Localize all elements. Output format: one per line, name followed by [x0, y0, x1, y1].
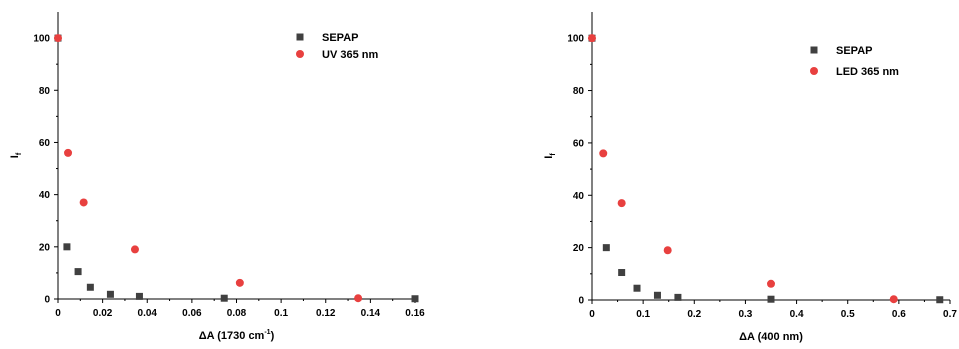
legend-marker-circle — [810, 67, 818, 75]
y-tick-label: 80 — [573, 86, 585, 97]
y-tick-label: 40 — [39, 190, 51, 201]
legend-marker-square — [810, 46, 818, 54]
y-axis-label: If — [543, 153, 557, 159]
legend: SEPAP LED 365 nm — [810, 45, 899, 78]
data-point-square — [633, 284, 641, 292]
y-tick-label: 60 — [573, 138, 585, 149]
x-tick-label: 0.14 — [361, 308, 381, 319]
x-tick-label: 0.2 — [687, 309, 701, 320]
legend-label: LED 365 nm — [836, 66, 899, 78]
data-point-circle — [588, 34, 596, 43]
y-axis-label-main: I — [9, 155, 21, 158]
legend: SEPAP UV 365 nm — [296, 32, 378, 61]
data-point-circle — [663, 246, 672, 255]
data-point-square — [602, 244, 610, 252]
data-point-circle — [599, 149, 608, 158]
data-point-circle — [617, 199, 626, 208]
data-point-square — [63, 243, 71, 251]
data-point-circle — [54, 34, 62, 43]
x-tick-label: 0.5 — [841, 309, 855, 320]
y-tick-label: 20 — [39, 242, 51, 253]
data-point-square — [653, 291, 661, 299]
x-axis-label-end: ) — [271, 330, 275, 342]
y-axis-label: If — [9, 152, 23, 158]
y-axis-label-sub: f — [16, 152, 23, 155]
chart-panel-2: 0 0.1 0.2 0.3 0.4 0.5 0.6 0.7 0 20 40 60 80 100 ΔA (40… — [543, 12, 957, 343]
data-point-square — [618, 269, 626, 277]
x-tick-label: 0.4 — [790, 309, 804, 320]
x-tick-label: 0.3 — [738, 309, 752, 320]
legend-label: SEPAP — [836, 45, 872, 57]
data-point-square — [135, 292, 143, 300]
legend-label: SEPAP — [322, 32, 358, 44]
chart-panel-1: 0 0.02 0.04 0.06 0.08 0.1 0.12 0.14 0.16 0 20 40 60 8… — [9, 12, 425, 342]
series-2 — [588, 34, 898, 304]
legend-label: UV 365 nm — [322, 49, 378, 61]
data-point-square — [86, 283, 94, 291]
x-tick-label: 0.16 — [405, 308, 425, 319]
y-tick-label: 0 — [44, 295, 50, 306]
data-point-circle — [889, 295, 898, 304]
x-tick-label: 0.7 — [943, 309, 957, 320]
y-tick-label: 60 — [39, 138, 51, 149]
x-axis-label-main: ΔA (1730 cm — [199, 330, 265, 342]
y-tick-label: 20 — [573, 243, 585, 254]
data-point-square — [936, 296, 944, 304]
x-tick-label: 0.1 — [274, 308, 288, 319]
x-tick-label: 0.08 — [227, 308, 247, 319]
y-tick-label: 100 — [567, 34, 584, 45]
series-2 — [54, 34, 363, 303]
data-point-circle — [130, 245, 139, 254]
data-point-circle — [767, 279, 775, 288]
x-axis-label: ΔA (400 nm) — [739, 331, 803, 343]
y-tick-label: 100 — [33, 34, 50, 45]
data-point-square — [106, 290, 114, 298]
legend-marker-circle — [296, 50, 304, 58]
data-point-square — [220, 294, 228, 302]
x-tick-label: 0.06 — [182, 308, 202, 319]
data-point-square — [674, 293, 682, 301]
x-tick-label: 0.1 — [636, 309, 650, 320]
y-axis-label-main: I — [543, 156, 555, 159]
data-point-square — [74, 268, 82, 276]
x-axis-label-sup: -1 — [264, 329, 270, 336]
data-point-square — [767, 295, 775, 303]
y-tick-label: 80 — [39, 86, 51, 97]
legend-marker-square — [296, 33, 304, 41]
data-point-circle — [79, 198, 88, 207]
data-point-square — [411, 295, 419, 303]
data-point-circle — [64, 148, 73, 157]
data-point-circle — [354, 294, 363, 303]
x-tick-label: 0.12 — [316, 308, 336, 319]
x-tick-label: 0 — [55, 308, 61, 319]
x-tick-label: 0.04 — [138, 308, 158, 319]
y-tick-label: 40 — [573, 191, 585, 202]
x-tick-label: 0.02 — [93, 308, 113, 319]
x-axis-label: ΔA (1730 cm-1) — [199, 329, 275, 342]
series-1 — [54, 34, 419, 303]
y-tick-label: 0 — [578, 296, 584, 307]
data-point-circle — [235, 278, 244, 287]
x-axis-label-main: ΔA (400 nm) — [739, 331, 803, 343]
x-tick-label: 0 — [589, 309, 595, 320]
x-tick-label: 0.6 — [892, 309, 906, 320]
y-axis-label-sub: f — [550, 153, 557, 156]
